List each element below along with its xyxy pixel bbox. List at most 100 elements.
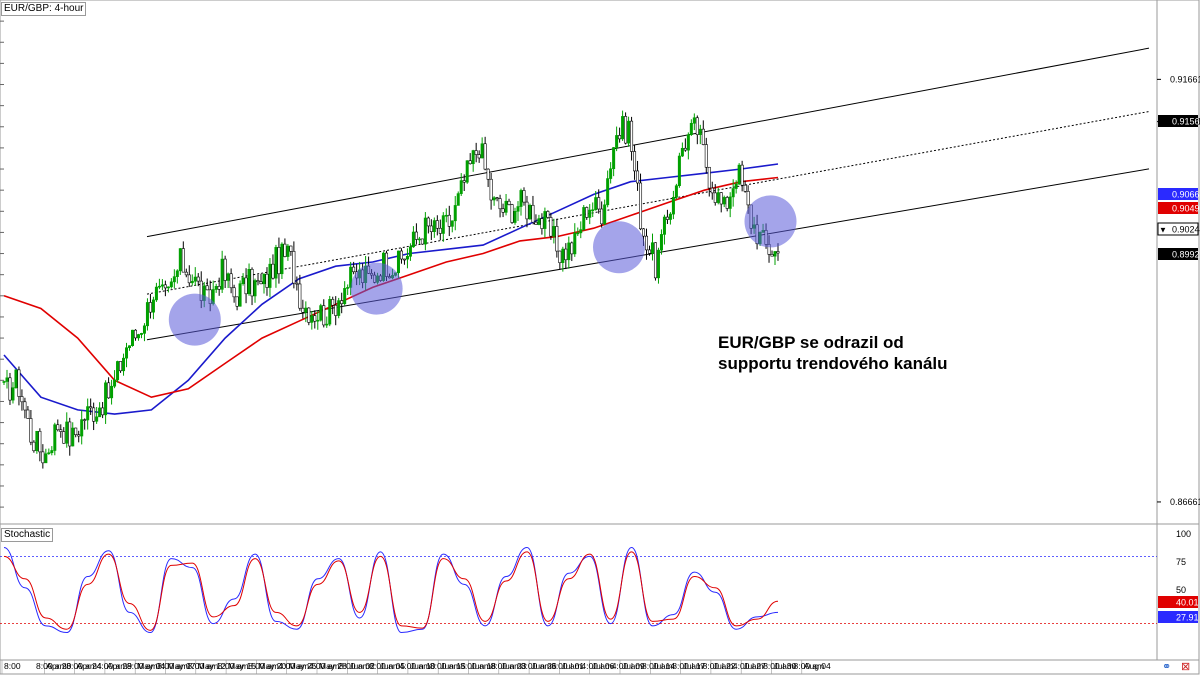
candle-body bbox=[256, 280, 260, 283]
candle-body bbox=[289, 245, 293, 252]
candle-body bbox=[426, 217, 430, 227]
candle-body bbox=[232, 287, 236, 298]
price-axis: 0.916610.911610.866610.915670.906620.904… bbox=[1157, 74, 1200, 623]
time-sublabel: 4:00 am bbox=[612, 661, 643, 671]
candle-body bbox=[653, 242, 657, 279]
channel-lower-line bbox=[146, 168, 1150, 341]
candle-body bbox=[731, 188, 735, 198]
candle-body bbox=[609, 168, 613, 179]
candle-body bbox=[217, 286, 221, 290]
candle-body bbox=[573, 232, 577, 255]
candle-body bbox=[621, 116, 625, 140]
candle-body bbox=[468, 160, 472, 165]
candle-body bbox=[668, 213, 672, 220]
time-sublabel: 8:00 am bbox=[642, 661, 673, 671]
candle-body bbox=[710, 187, 714, 194]
time-sublabel: 8:00 am bbox=[763, 661, 794, 671]
candle-body bbox=[286, 245, 290, 257]
candle-body bbox=[642, 228, 646, 237]
candle-body bbox=[250, 268, 254, 297]
time-sublabel: 8:00 am bbox=[521, 661, 552, 671]
candle-body bbox=[408, 246, 412, 257]
price-label-text: 0.91567 bbox=[1172, 117, 1200, 127]
candle-body bbox=[665, 216, 669, 220]
candle-body bbox=[110, 385, 114, 399]
candle-body bbox=[528, 204, 532, 220]
candle-body bbox=[719, 192, 723, 205]
candle-body bbox=[35, 430, 39, 452]
candle-body bbox=[396, 250, 400, 274]
candle-body bbox=[615, 135, 619, 148]
price-label-box bbox=[1158, 188, 1198, 200]
candle-body bbox=[695, 117, 699, 135]
candle-body bbox=[588, 209, 592, 218]
candle-body bbox=[671, 196, 675, 215]
candle-body bbox=[630, 120, 634, 152]
candle-body bbox=[271, 263, 275, 279]
time-sublabel: 4:00 am bbox=[97, 661, 128, 671]
candle-body bbox=[483, 143, 487, 170]
candle-body bbox=[722, 197, 726, 205]
stoch-value-box bbox=[1158, 596, 1198, 608]
time-label: May 28 bbox=[319, 661, 347, 671]
candle-body bbox=[241, 277, 245, 285]
candle-body bbox=[298, 283, 302, 309]
time-sublabel: 8:00 am bbox=[551, 661, 582, 671]
time-sublabel: 8:00 am bbox=[127, 661, 158, 671]
candle-body bbox=[531, 204, 535, 223]
candle-body bbox=[292, 251, 296, 284]
candle-body bbox=[265, 273, 269, 288]
close-chart-icon[interactable]: ⊠ bbox=[1181, 661, 1191, 673]
candle-body bbox=[325, 323, 329, 326]
candle-body bbox=[498, 198, 502, 210]
time-sublabel: 8:00 am bbox=[248, 661, 279, 671]
candle-body bbox=[196, 276, 200, 282]
candle-body bbox=[662, 216, 666, 235]
time-label: Jun 05 bbox=[380, 661, 406, 671]
candle-body bbox=[62, 431, 66, 444]
time-sublabel: 8:00 am bbox=[339, 661, 370, 671]
candle-body bbox=[480, 143, 484, 159]
candle-body bbox=[319, 305, 323, 321]
candle-body bbox=[513, 210, 517, 223]
link-chart-icon[interactable]: ⚭ bbox=[1162, 661, 1172, 673]
annotation-line-1: EUR/GBP se odrazil od bbox=[718, 333, 904, 352]
candle-body bbox=[169, 281, 173, 288]
candle-body bbox=[776, 251, 780, 254]
candle-body bbox=[680, 147, 684, 157]
annotation-line-2: supportu trendového kanálu bbox=[718, 354, 948, 373]
candle-body bbox=[220, 258, 224, 290]
stoch-value-text: 27.91 bbox=[1176, 613, 1199, 623]
candle-body bbox=[187, 274, 191, 284]
candle-body bbox=[71, 427, 75, 447]
annotation-text: EUR/GBP se odrazil od supportu trendovéh… bbox=[718, 332, 1018, 374]
candle-body bbox=[310, 315, 314, 323]
stoch-d-line bbox=[3, 551, 779, 631]
candle-body bbox=[322, 305, 326, 326]
candle-body bbox=[119, 361, 123, 372]
price-label: 0.90244 bbox=[1157, 222, 1200, 236]
stoch-tick-label: 75 bbox=[1176, 557, 1186, 567]
candle-body bbox=[597, 197, 601, 210]
channel-middle-line bbox=[146, 111, 1150, 295]
stoch-tick-label: 100 bbox=[1176, 529, 1191, 539]
candle-body bbox=[86, 406, 90, 421]
candle-body bbox=[259, 281, 263, 285]
candlesticks bbox=[2, 110, 780, 469]
candle-body bbox=[38, 430, 42, 453]
time-sublabel: 4:00 am bbox=[278, 661, 309, 671]
time-label: May 07 bbox=[168, 661, 196, 671]
candle-body bbox=[107, 382, 111, 399]
candle-body bbox=[92, 407, 96, 422]
price-tick-label: 0.86661 bbox=[1170, 497, 1200, 507]
candle-body bbox=[677, 155, 681, 187]
candle-body bbox=[504, 200, 508, 213]
time-label: 8:00 bbox=[4, 661, 21, 671]
time-label: Jul 17 bbox=[683, 661, 706, 671]
candle-body bbox=[546, 211, 550, 218]
candle-body bbox=[229, 273, 233, 289]
candle-body bbox=[14, 369, 18, 389]
time-label: Jul 22 bbox=[713, 661, 736, 671]
candle-body bbox=[659, 234, 663, 251]
time-label: Jul 09 bbox=[622, 661, 645, 671]
